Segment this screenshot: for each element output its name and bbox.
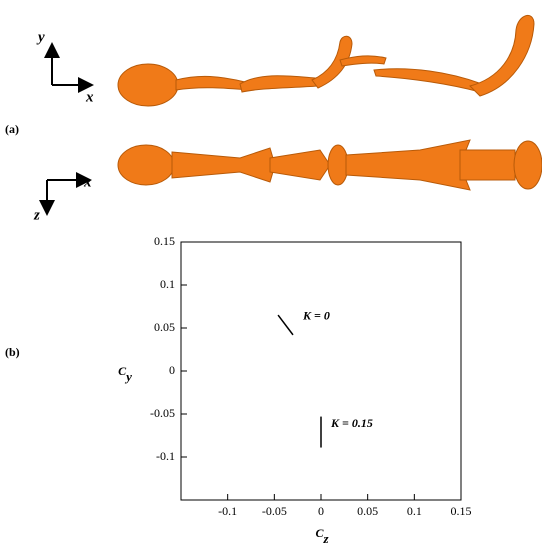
axis-letter: x <box>83 174 92 190</box>
x-tick-label: 0 <box>318 504 324 518</box>
x-tick-label: 0.15 <box>451 504 472 518</box>
vortex-top-view <box>118 140 542 190</box>
y-tick-label: 0.1 <box>160 277 175 291</box>
x-tick-label: -0.05 <box>262 504 287 518</box>
axis-letter: z <box>33 207 40 223</box>
axis-letter: y <box>36 29 45 45</box>
y-tick-label: 0.15 <box>154 234 175 248</box>
axis-label: Cy <box>118 364 132 384</box>
series-label: K = 0 <box>302 309 330 323</box>
series-label: K = 0.15 <box>330 416 373 430</box>
figure: y x x z (a) (b) -0.1 -0.05 0 0.05 0.1 0.15 0.1… <box>0 0 542 554</box>
x-tick-label: 0.05 <box>357 504 378 518</box>
y-tick-label: 0 <box>169 363 175 377</box>
axis-label: Cz <box>315 526 329 546</box>
series-line <box>278 315 293 335</box>
panel-label: (a) <box>5 122 19 136</box>
plot-frame <box>181 242 461 500</box>
x-tick-label: -0.1 <box>218 504 237 518</box>
vortex-side-view <box>118 15 534 106</box>
axis-label-sub: y <box>124 369 132 384</box>
y-tick-label: -0.05 <box>150 406 175 420</box>
axis-label-sub: z <box>322 531 329 546</box>
x-tick-label: 0.1 <box>407 504 422 518</box>
panel-label: (b) <box>5 345 20 359</box>
y-tick-label: -0.1 <box>156 449 175 463</box>
frame-axes: y x x z <box>33 29 94 223</box>
axis-letter: x <box>85 89 94 105</box>
y-tick-label: 0.05 <box>154 320 175 334</box>
